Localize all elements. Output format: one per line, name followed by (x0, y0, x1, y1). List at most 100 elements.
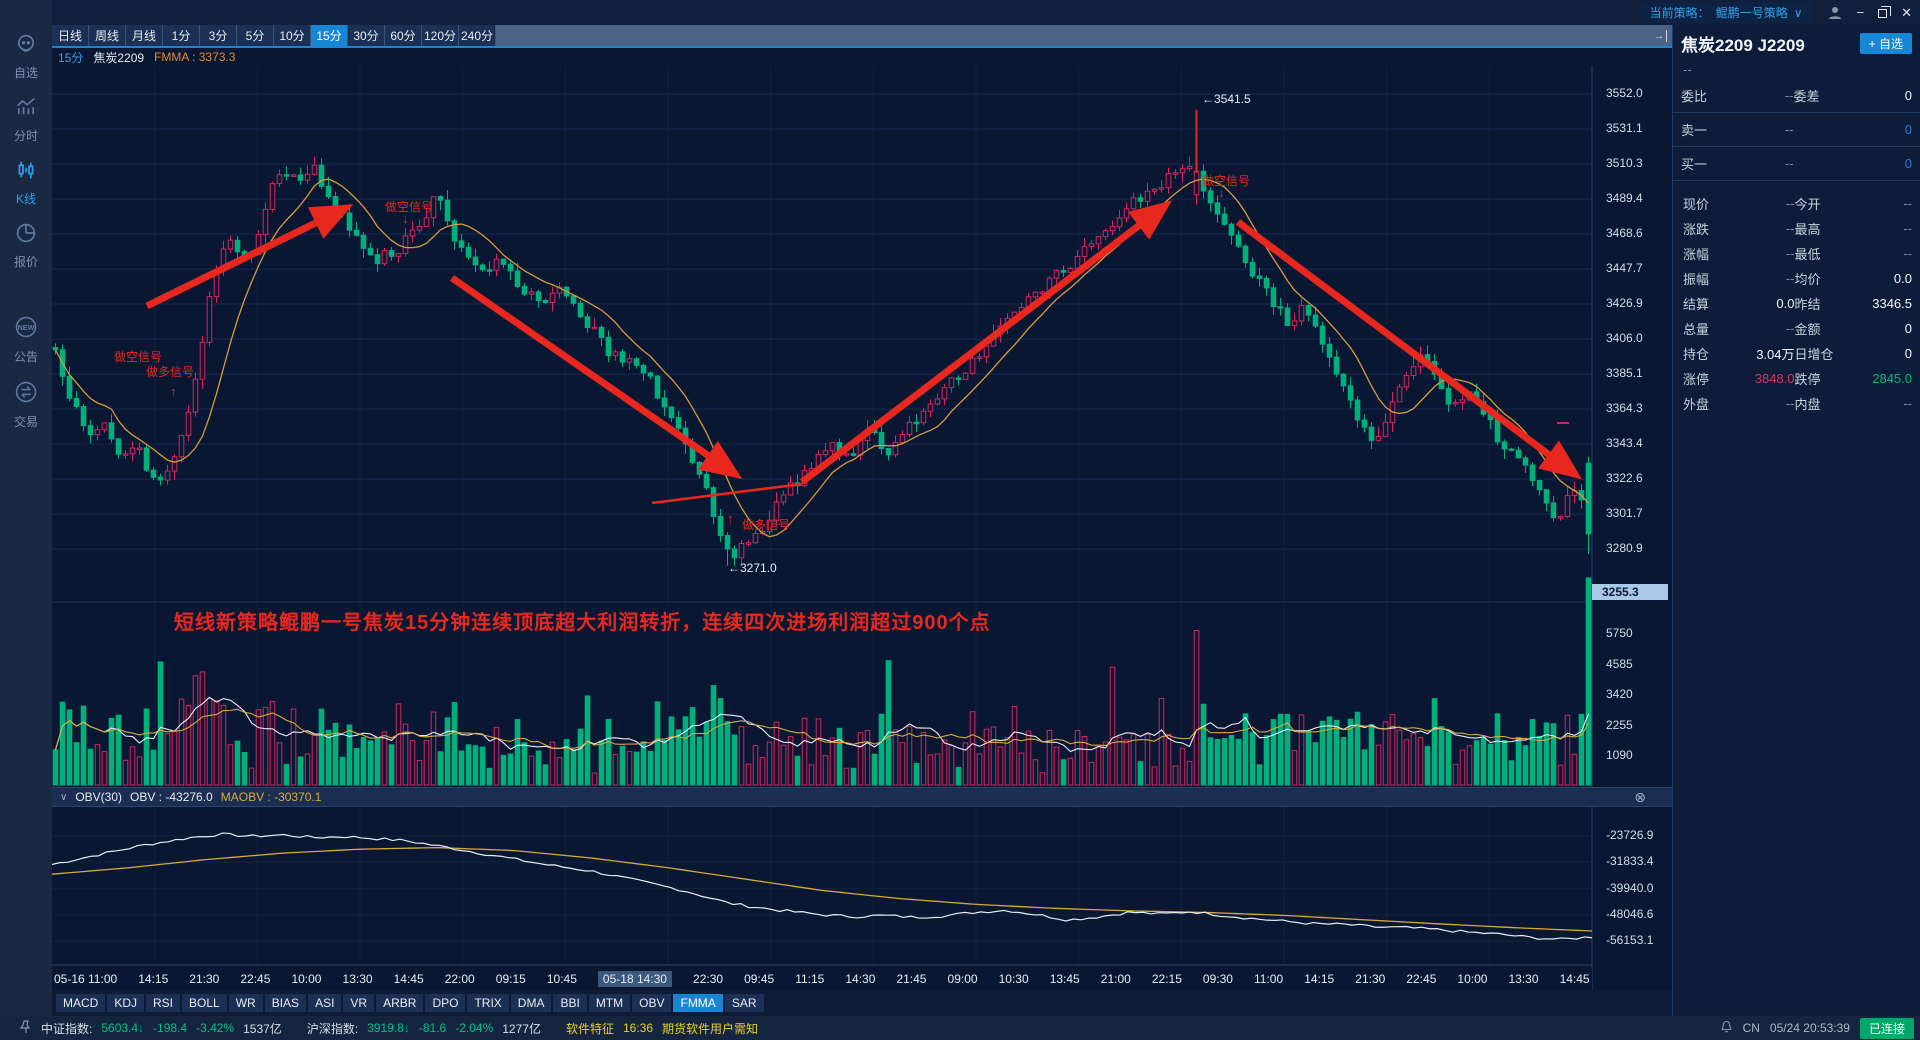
sidebar-item-quotes[interactable]: 报价 (0, 221, 52, 270)
indicator-tab-VR[interactable]: VR (343, 994, 375, 1012)
timeframe-tab-1分[interactable]: 1分 (163, 25, 200, 46)
indicator-tab-MTM[interactable]: MTM (588, 994, 631, 1012)
indicator-tab-KDJ[interactable]: KDJ (107, 994, 145, 1012)
time-axis-label: 09:45 (744, 972, 775, 986)
quote-row: 涨停 3848.0 跌停 2845.0 (1673, 366, 1920, 391)
quote-row: 结算 0.0 昨结 3346.5 (1673, 291, 1920, 316)
timeframe-tab-15分[interactable]: 15分 (311, 25, 348, 46)
indicator-tab-OBV[interactable]: OBV (632, 994, 672, 1012)
chart-period: 15分 (58, 50, 84, 65)
time-axis-label: 22:15 (1151, 972, 1182, 986)
crosshair-price-label: 3255.3 (1592, 584, 1668, 601)
quote-row: 卖一 -- 0 (1673, 115, 1920, 144)
chart-area: 15分 焦炭2209 FMMA : 3373.3 3552.0 3531.1 351… (52, 48, 1672, 990)
region-code: CN (1742, 1021, 1760, 1035)
candles (52, 111, 1592, 567)
sidebar-item-watchlist[interactable]: 自选 (0, 32, 52, 81)
sidebar-item-announcements[interactable]: NEW 公告 (0, 314, 52, 365)
indicator-tab-TRIX[interactable]: TRIX (467, 994, 509, 1012)
quote-value: -- (1785, 321, 1795, 336)
timeframe-tab-240分[interactable]: 240分 (459, 25, 496, 46)
quote-placeholder: -- (1683, 62, 1692, 77)
pin-icon[interactable] (19, 1019, 32, 1037)
intraday-chart-icon (14, 95, 38, 124)
quote-value: 0 (1904, 346, 1912, 361)
sidebar-item-kline[interactable]: K线 (0, 158, 52, 207)
user-notice-link[interactable]: 期货软件用户需知 (662, 1021, 759, 1036)
chevron-down-icon[interactable]: ∨ (60, 791, 68, 803)
index2-percent: -2.04% (455, 1021, 494, 1035)
sidebar-item-intraday[interactable]: 分时 (0, 95, 52, 144)
indicator-tab-SAR[interactable]: SAR (724, 994, 764, 1012)
indicator-tab-ARBR[interactable]: ARBR (376, 994, 424, 1012)
time-axis-label: 22:45 (240, 972, 271, 986)
add-favorite-button[interactable]: + 自选 (1859, 33, 1912, 54)
indicator-tab-DPO[interactable]: DPO (425, 994, 466, 1012)
quote-label: 总量 (1683, 322, 1710, 337)
connection-status-badge[interactable]: 已连接 (1859, 1017, 1914, 1039)
timeframe-tab-60分[interactable]: 60分 (385, 25, 422, 46)
index2-value: 3919.8↓ (367, 1021, 410, 1035)
quote-row: 振幅 -- 均价 0.0 (1673, 266, 1920, 291)
sidebar-item-trade[interactable]: 交易 (0, 379, 52, 430)
quote-label: 涨跌 (1683, 222, 1710, 237)
close-button[interactable]: ✕ (1901, 5, 1912, 20)
close-indicator-icon[interactable]: ⊗ (1634, 788, 1646, 805)
time-axis-label: 10:00 (1457, 972, 1488, 986)
indicator-tab-BBI[interactable]: BBI (553, 994, 587, 1012)
timeframe-tab-3分[interactable]: 3分 (200, 25, 237, 46)
timeframe-tab-月线[interactable]: 月线 (126, 25, 163, 46)
indicator-tabs: MACD KDJ RSI BOLL WR BIAS ASI VR ARBR DPO TRIX DMA B… (52, 990, 1672, 1016)
indicator-tab-BIAS[interactable]: BIAS (264, 994, 307, 1012)
chart-canvas[interactable] (52, 48, 1672, 990)
obv-params: OBV(30) (75, 790, 123, 804)
sidebar-item-label: K线 (15, 192, 36, 206)
indicator-tab-ASI[interactable]: ASI (308, 994, 342, 1012)
sidebar: 自选 分时 K线 报价 NEW 公告 交易 (0, 0, 52, 1016)
divider (1673, 146, 1920, 147)
sidebar-item-label: 公告 (13, 350, 38, 364)
index2-amount: 1277亿 (502, 1021, 541, 1036)
quote-value: 3.04万 (1756, 347, 1795, 362)
quote-value: 3848.0 (1754, 371, 1795, 386)
time-axis-label: 14:45 (1559, 972, 1590, 986)
quote-label: 振幅 (1683, 272, 1710, 287)
price-axis-label: 3468.6 (1606, 226, 1643, 240)
indicator-tab-MACD[interactable]: MACD (56, 994, 106, 1012)
index1-percent: -3.42% (196, 1021, 235, 1035)
obv-indicator-bar: ∨ OBV(30) OBV : -43276.0 MAOBV : -30370.… (52, 787, 1672, 807)
indicator-tab-WR[interactable]: WR (228, 994, 263, 1012)
time-axis-label: 14:15 (1304, 972, 1335, 986)
indicator-tab-FMMA[interactable]: FMMA (673, 994, 723, 1012)
timeframe-tab-5分[interactable]: 5分 (237, 25, 274, 46)
collapse-panel-icon[interactable]: → (1648, 25, 1672, 46)
time-axis-label: 09:15 (495, 972, 526, 986)
quote-label: 内盘 (1794, 397, 1821, 412)
quote-value: -- (1784, 122, 1794, 137)
timeframe-tab-周线[interactable]: 周线 (89, 25, 126, 46)
index1-label: 中证指数: (41, 1021, 93, 1036)
indicator-tab-BOLL[interactable]: BOLL (182, 994, 227, 1012)
minimize-button[interactable]: − (1856, 5, 1865, 20)
restore-button[interactable] (1878, 6, 1892, 18)
quote-label: 均价 (1794, 272, 1821, 287)
time-axis-label: 11:00 (1254, 972, 1284, 986)
indicator-tab-RSI[interactable]: RSI (146, 994, 181, 1012)
price-axis-label: 3552.0 (1606, 86, 1643, 100)
software-feature-link[interactable]: 软件特征 (565, 1021, 614, 1036)
indicator-tab-DMA[interactable]: DMA (510, 994, 552, 1012)
timeframe-tab-10分[interactable]: 10分 (274, 25, 311, 46)
bell-icon[interactable] (1720, 1020, 1733, 1037)
timeframe-tab-日线[interactable]: 日线 (52, 25, 89, 46)
obv-value: OBV : -43276.0 (130, 790, 213, 804)
quote-value: 0 (1904, 88, 1912, 103)
spacer (1673, 183, 1920, 191)
quote-label: 跌停 (1794, 372, 1821, 387)
timeframe-tab-30分[interactable]: 30分 (348, 25, 385, 46)
status-bar: 中证指数: 5603.4↓ -198.4 -3.42% 1537亿 沪深指数: … (0, 1016, 1920, 1040)
timeframe-tab-120分[interactable]: 120分 (422, 25, 459, 46)
user-icon[interactable] (1827, 5, 1843, 21)
strategy-dropdown[interactable]: 当前策略： 鲲鹏一号策略 ∨ (1639, 2, 1813, 23)
quote-label: 今开 (1794, 197, 1821, 212)
time-axis-label: 11:15 (795, 972, 825, 986)
